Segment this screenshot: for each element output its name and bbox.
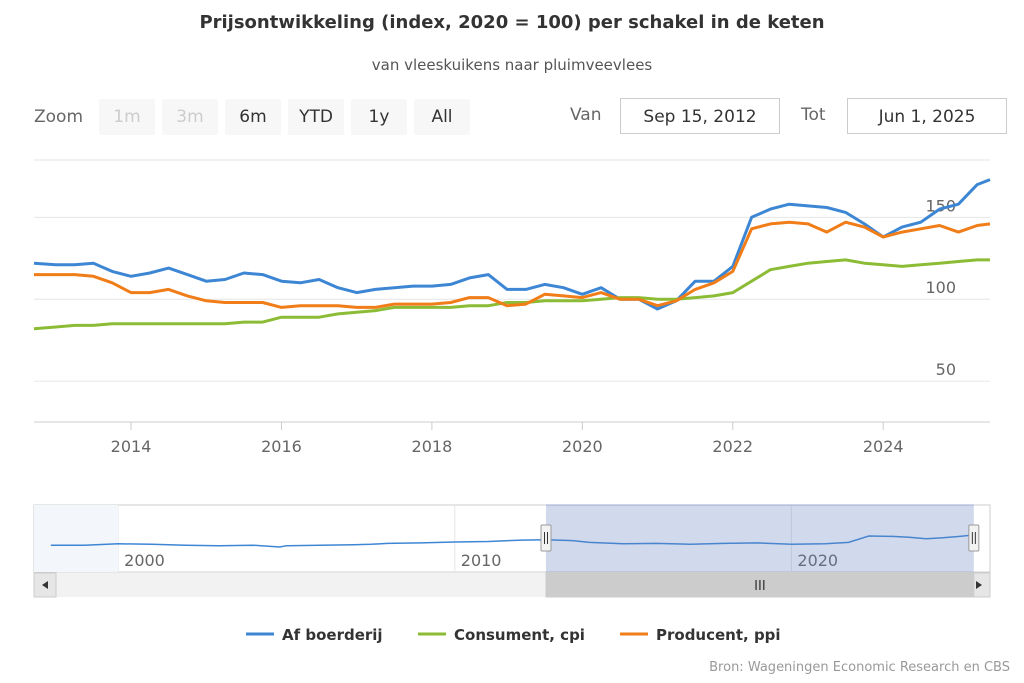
navigator-outside-shade <box>34 505 119 572</box>
x-axis-labels: 2014 2016 2018 2020 2022 2024 <box>111 422 904 456</box>
x-tick-label-2020: 2020 <box>562 437 603 456</box>
zoom-1m-button[interactable]: 1m <box>99 99 155 135</box>
zoom-3m-button[interactable]: 3m <box>162 99 218 135</box>
credits-text: Bron: Wageningen Economic Research en CB… <box>709 660 1010 675</box>
scroll-right-arrow-icon <box>976 581 982 589</box>
legend-item-consument[interactable]: Consument, cpi <box>418 626 585 644</box>
y-tick-label-50: 50 <box>936 360 956 379</box>
legend-item-producent[interactable]: Producent, ppi <box>620 626 781 644</box>
navigator-frame <box>33 504 991 573</box>
navigator-left-handle[interactable] <box>540 524 552 552</box>
plot-area <box>33 178 991 331</box>
x-tick-label-2016: 2016 <box>261 437 302 456</box>
from-label: Van <box>570 105 602 125</box>
scrollbar-grip-icon: III <box>754 579 766 594</box>
zoom-all-button[interactable]: All <box>414 99 470 135</box>
x-tick-label-2014: 2014 <box>111 437 152 456</box>
y-axis-labels: 50 100 150 <box>925 196 956 379</box>
x-tick-label-2024: 2024 <box>863 437 904 456</box>
navigator-year-label-2020: 2020 <box>797 551 838 570</box>
from-date-input[interactable]: Sep 15, 2012 <box>620 98 780 134</box>
navigator-year-label-2010: 2010 <box>461 551 502 570</box>
grid-lines <box>34 159 990 423</box>
series-producent-line <box>34 220 991 309</box>
navigator-right-handle[interactable] <box>968 524 980 552</box>
handle-body <box>968 524 980 552</box>
navigator[interactable]: 2000 2010 2020 <box>33 504 991 573</box>
legend-item-af-boerderij[interactable]: Af boerderij <box>246 626 383 644</box>
legend-label: Consument, cpi <box>454 626 585 644</box>
x-tick-label-2018: 2018 <box>412 437 453 456</box>
y-tick-label-100: 100 <box>925 278 956 297</box>
legend-label: Af boerderij <box>282 626 383 644</box>
scrollbar[interactable]: III <box>33 572 991 598</box>
series-consument-line <box>33 258 990 331</box>
series-af-boerderij-line <box>33 178 991 311</box>
scrollbar-thumb[interactable] <box>545 572 975 598</box>
zoom-ytd-button[interactable]: YTD <box>288 99 344 135</box>
y-tick-label-150: 150 <box>925 196 956 215</box>
zoom-label: Zoom <box>34 107 84 127</box>
zoom-1y-button[interactable]: 1y <box>351 99 407 135</box>
to-date-input[interactable]: Jun 1, 2025 <box>847 98 1007 134</box>
scroll-left-arrow-icon <box>42 581 48 589</box>
chart-title: Prijsontwikkeling (index, 2020 = 100) pe… <box>199 12 825 33</box>
chart-subtitle: van vleeskuikens naar pluimveevlees <box>371 56 653 74</box>
zoom-6m-button[interactable]: 6m <box>225 99 281 135</box>
navigator-year-label-2000: 2000 <box>124 551 165 570</box>
to-label: Tot <box>801 105 826 125</box>
handle-body <box>540 524 552 552</box>
legend[interactable]: Af boerderij Consument, cpi Producent, ppi <box>246 626 781 644</box>
navigator-selected-range[interactable] <box>545 505 974 572</box>
x-tick-label-2022: 2022 <box>712 437 753 456</box>
legend-label: Producent, ppi <box>656 626 781 644</box>
